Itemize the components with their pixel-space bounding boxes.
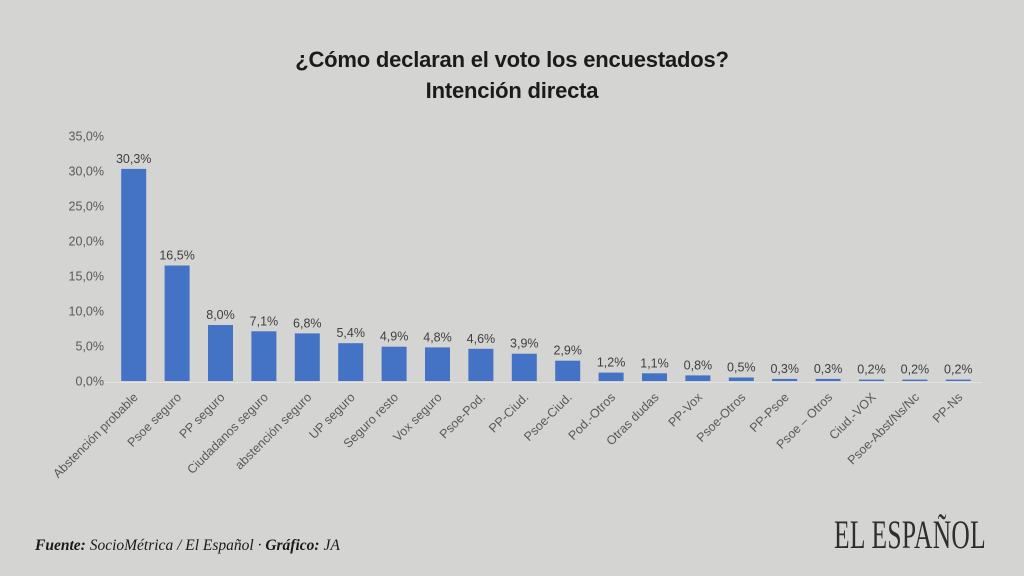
- x-axis-line: [104, 382, 982, 383]
- bar: [468, 348, 494, 381]
- bar-value-label: 4,6%: [467, 332, 496, 346]
- bar: [251, 331, 277, 381]
- bar: [164, 265, 190, 381]
- bar: [859, 379, 884, 381]
- separator-dot: ·: [257, 537, 266, 554]
- chart-title: ¿Cómo declaran el voto los encuestados? …: [0, 44, 1024, 106]
- x-category-label: Ciudadanos seguro: [184, 390, 271, 477]
- bar-value-label: 0,5%: [727, 361, 756, 375]
- bar: [338, 343, 364, 381]
- x-category-label: PP-Ciud.: [486, 390, 531, 435]
- bar: [555, 360, 581, 381]
- y-tick-label: 25,0%: [69, 200, 104, 214]
- y-tick-label: 10,0%: [69, 305, 104, 319]
- y-tick-label: 0,0%: [76, 375, 105, 389]
- bar-value-label: 3,9%: [510, 337, 539, 351]
- bar: [945, 379, 971, 381]
- chart-title-line2: Intención directa: [425, 78, 599, 103]
- bar-value-label: 4,8%: [423, 330, 452, 344]
- bar-value-label: 30,3%: [116, 152, 151, 166]
- bar: [772, 378, 798, 381]
- bar: [381, 346, 407, 381]
- bar: [208, 325, 233, 381]
- bar-value-label: 4,9%: [380, 330, 409, 344]
- bar: [121, 168, 147, 381]
- x-category-label: abstención seguro: [232, 390, 314, 472]
- publisher-logo-text: EL ESPAÑOL: [834, 512, 986, 557]
- bar: [642, 373, 667, 381]
- bar-value-label: 0,2%: [857, 363, 886, 377]
- x-category-label: Psoe-Pod.: [437, 390, 488, 441]
- bar: [598, 372, 624, 381]
- bar-value-label: 16,5%: [159, 249, 194, 263]
- bar: [685, 375, 711, 381]
- publisher-logo: EL ESPAÑOL: [834, 512, 986, 557]
- x-category-label: PP-Psoe: [747, 390, 792, 435]
- bar-value-label: 0,2%: [901, 363, 930, 377]
- bar: [294, 333, 320, 381]
- bar: [902, 379, 928, 381]
- credit-value: JA: [319, 537, 340, 554]
- bar-value-label: 6,8%: [293, 316, 322, 330]
- y-tick-label: 5,0%: [76, 340, 105, 354]
- x-category-label: Abstención probable: [50, 390, 141, 481]
- bar-value-label: 1,1%: [640, 356, 669, 370]
- y-tick-label: 20,0%: [69, 235, 104, 249]
- bar-value-label: 7,1%: [250, 314, 279, 328]
- source-value: SocioMétrica / El Español: [85, 537, 258, 554]
- y-tick-label: 30,0%: [69, 165, 104, 179]
- bar: [728, 377, 754, 381]
- source-credit: Fuente: SocioMétrica / El Español · Gráf…: [35, 537, 340, 555]
- credit-label: Gráfico:: [265, 537, 320, 554]
- y-tick-label: 15,0%: [69, 270, 104, 284]
- bar-value-label: 5,4%: [336, 326, 365, 340]
- bar-value-label: 0,8%: [684, 358, 713, 372]
- bar-value-label: 1,2%: [597, 356, 626, 370]
- bar-value-label: 0,3%: [770, 362, 799, 376]
- bar: [425, 347, 450, 381]
- chart-title-line1: ¿Cómo declaran el voto los encuestados?: [295, 47, 729, 72]
- y-tick-label: 35,0%: [69, 130, 104, 144]
- bar: [815, 378, 841, 381]
- source-label: Fuente:: [35, 537, 86, 554]
- bar-value-label: 0,2%: [944, 363, 973, 377]
- bar-value-label: 0,3%: [814, 362, 843, 376]
- bar: [511, 353, 537, 381]
- x-category-label: PP-Vox: [666, 390, 706, 430]
- x-category-label: PP-Ns: [930, 390, 965, 425]
- bar-value-label: 2,9%: [553, 344, 582, 358]
- bar-value-label: 8,0%: [206, 308, 235, 322]
